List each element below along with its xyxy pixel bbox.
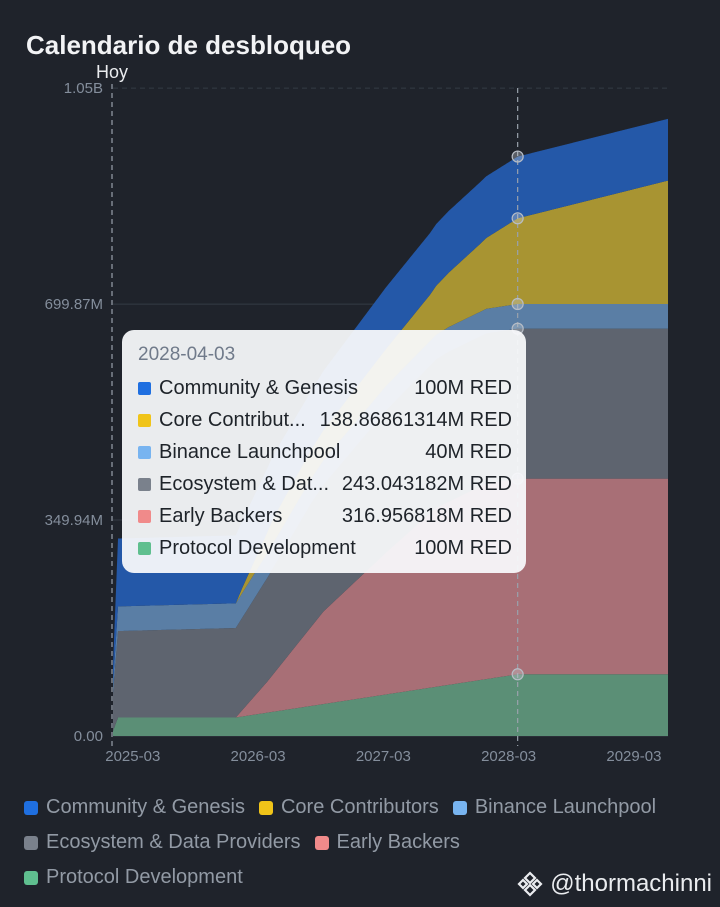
- area-core-contributors: [113, 180, 668, 685]
- area-binance-launchpool: [113, 304, 668, 695]
- tooltip-swatch: [138, 381, 151, 395]
- tooltip-date: 2028-04-03: [138, 344, 236, 365]
- tooltip-series-name: Binance Launchpool: [159, 440, 341, 463]
- tooltip-row: Ecosystem & Dat... 243.043182M RED: [138, 468, 512, 500]
- legend-label: Early Backers: [336, 831, 460, 853]
- x-tick-label: 2026-03: [231, 748, 286, 765]
- x-tick-label: 2025-03: [105, 748, 160, 765]
- tooltip-series-name: Early Backers: [159, 504, 283, 527]
- legend-swatch: [24, 835, 38, 850]
- legend-label: Ecosystem & Data Providers: [46, 831, 301, 853]
- tooltip-row: Protocol Development 100M RED: [138, 532, 512, 564]
- chart-legend: Community & Genesis Core Contributors Bina…: [24, 790, 704, 895]
- chart-title: Calendario de desbloqueo: [26, 30, 352, 60]
- tooltip-series-value: 243.043182M RED: [341, 472, 512, 495]
- legend-item[interactable]: Protocol Development: [24, 860, 243, 895]
- tooltip-series-value: 316.956818M RED: [341, 504, 512, 527]
- tooltip-row: Binance Launchpool 40M RED: [138, 436, 512, 468]
- x-tick-label: 2028-03: [481, 748, 536, 765]
- area-protocol-development: [113, 674, 668, 736]
- tooltip-series-value: 138.86861314M RED: [319, 408, 512, 431]
- watermark: @thormachinni: [516, 870, 712, 898]
- legend-item[interactable]: Binance Launchpool: [452, 790, 657, 825]
- watermark-handle: @thormachinni: [550, 870, 712, 897]
- hover-point-core-contributors: [511, 212, 524, 225]
- y-tick-label: 699.87M: [45, 296, 103, 313]
- legend-swatch: [24, 800, 38, 815]
- y-tick-label: 0.00: [74, 728, 103, 745]
- y-axis: 0.00 349.94M 699.87M 1.05B: [45, 80, 103, 745]
- hover-point-community-genesis: [511, 150, 524, 163]
- tooltip-series-value: 100M RED: [414, 536, 512, 559]
- legend-label: Core Contributors: [280, 796, 439, 818]
- tooltip-swatch: [138, 477, 151, 491]
- tooltip-series-name: Protocol Development: [159, 536, 356, 559]
- tooltip-series-name: Community & Genesis: [159, 376, 358, 399]
- tooltip-row: Community & Genesis 100M RED: [138, 372, 512, 404]
- x-tick-label: 2027-03: [356, 748, 411, 765]
- area-early-backers: [113, 478, 668, 732]
- tooltip-swatch: [138, 509, 151, 523]
- legend-swatch: [314, 835, 329, 850]
- x-tick-label: 2029-03: [606, 748, 661, 765]
- today-label: Hoy: [96, 62, 128, 82]
- tooltip-row: Early Backers 316.956818M RED: [138, 500, 512, 532]
- hover-point-binance-launchpool: [511, 297, 524, 311]
- legend-label: Binance Launchpool: [474, 796, 657, 818]
- legend-swatch: [24, 870, 38, 885]
- x-axis: 2025-03 2026-03 2027-03 2028-03 2029-03: [105, 748, 661, 765]
- tooltip-row: Core Contribut... 138.86861314M RED: [138, 404, 512, 436]
- legend-label: Protocol Development: [46, 866, 243, 888]
- legend-item[interactable]: Core Contributors: [258, 790, 439, 825]
- tooltip-series-value: 100M RED: [414, 376, 512, 399]
- legend-label: Community & Genesis: [46, 796, 245, 818]
- legend-item[interactable]: Early Backers: [314, 825, 460, 860]
- tooltip-series-name: Core Contribut...: [159, 408, 306, 431]
- legend-swatch: [452, 800, 467, 815]
- tooltip-swatch: [138, 413, 151, 427]
- y-tick-label: 349.94M: [45, 512, 103, 529]
- y-tick-label: 1.05B: [64, 80, 103, 97]
- tooltip-series-value: 40M RED: [425, 440, 512, 463]
- tooltip-series-name: Ecosystem & Dat...: [159, 472, 330, 495]
- chart-tooltip: 2028-04-03 Community & Genesis 100M RED Co…: [122, 330, 526, 573]
- legend-item[interactable]: Community & Genesis: [24, 790, 245, 825]
- legend-item[interactable]: Ecosystem & Data Providers: [24, 825, 301, 860]
- binance-logo-icon: [517, 871, 543, 897]
- legend-swatch: [258, 800, 273, 815]
- hover-point-protocol-development: [511, 668, 524, 681]
- tooltip-swatch: [138, 541, 151, 555]
- tooltip-rows: Community & Genesis 100M RED Core Contribu…: [138, 372, 512, 564]
- tooltip-swatch: [138, 445, 151, 459]
